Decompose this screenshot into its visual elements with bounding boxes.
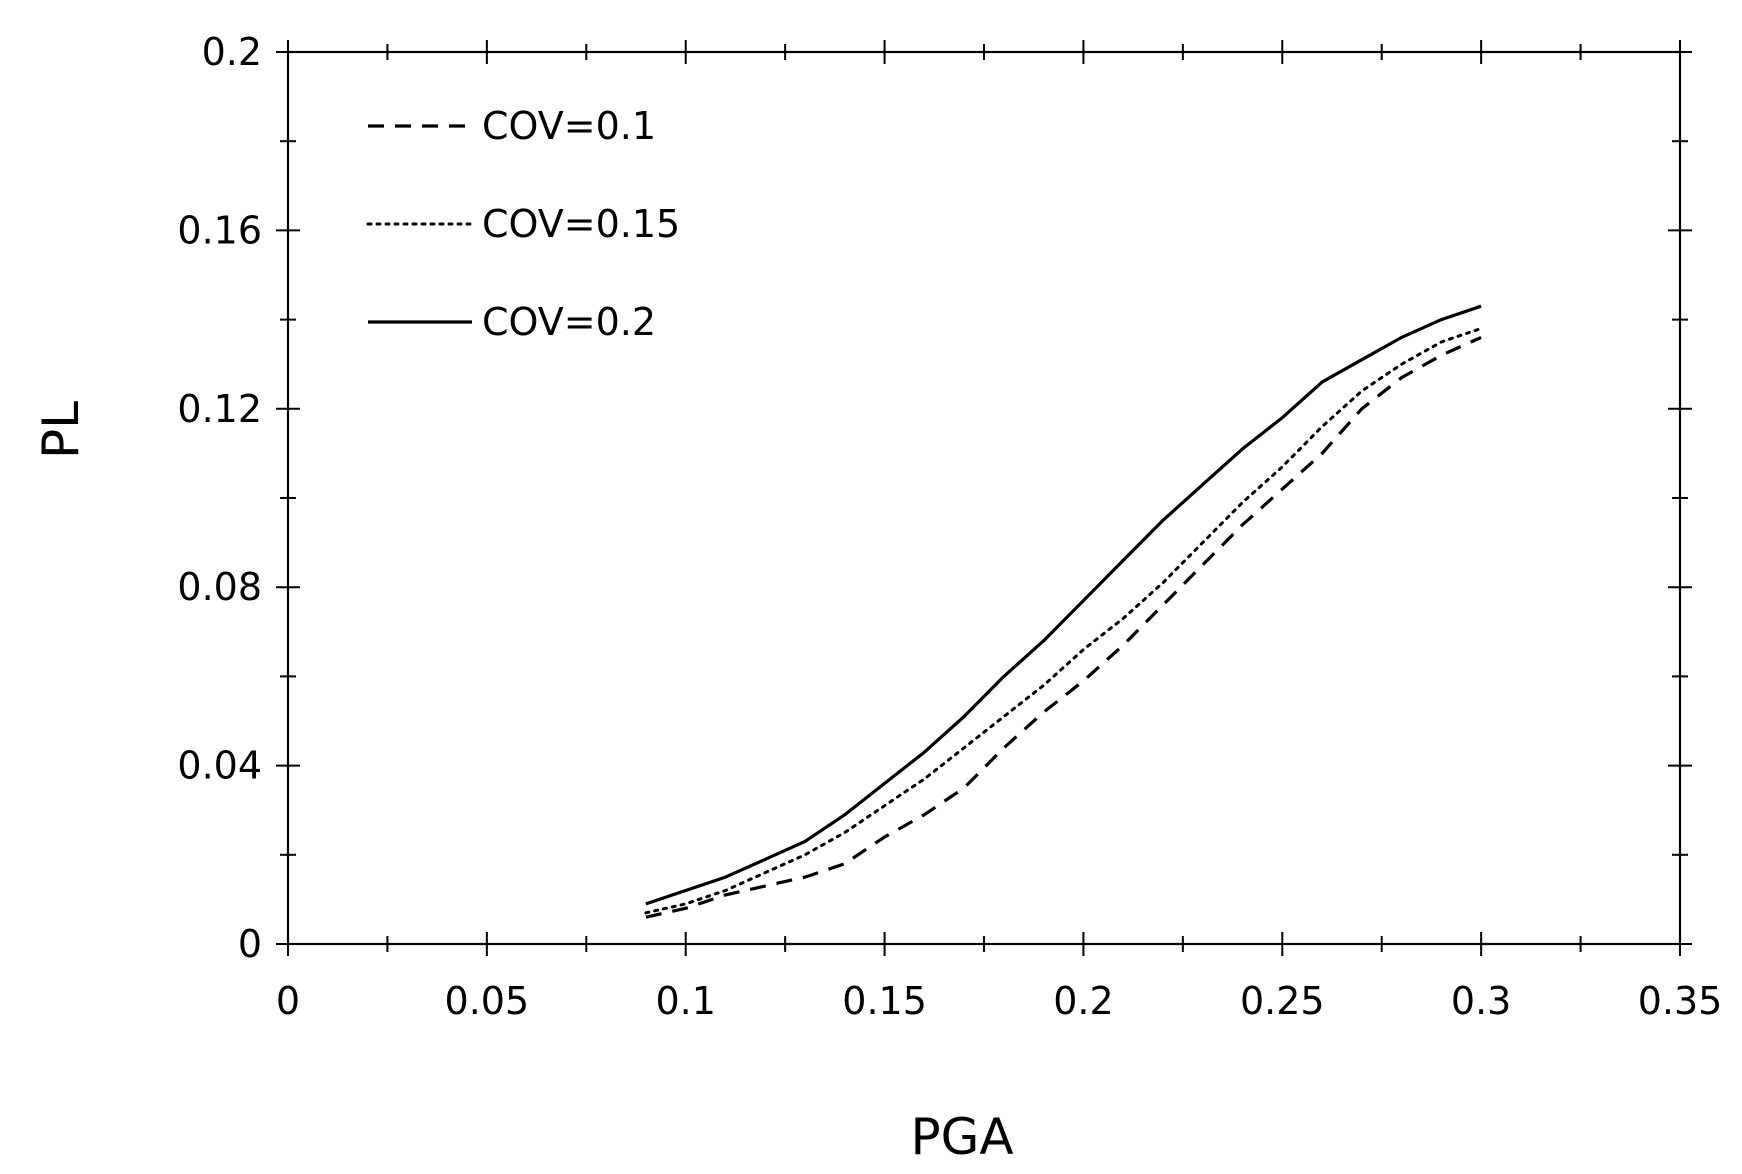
y-tick-label: 0.2 — [202, 30, 262, 74]
x-tick-label: 0 — [276, 979, 300, 1023]
y-tick-label: 0.04 — [177, 744, 262, 788]
series-line-2 — [644, 327, 1483, 915]
y-axis-title: PL — [32, 401, 90, 459]
axis-ticks: 0 0.05 0.1 0.15 0.2 0.25 0.3 0.35 0 0.04 0.08 0.12 0… — [177, 30, 1722, 1023]
legend-label-1: COV=0.1 — [482, 104, 656, 148]
x-tick-label: 0.3 — [1451, 979, 1511, 1023]
y-tick-label: 0.16 — [177, 208, 262, 252]
x-axis-title: PGA — [910, 1108, 1013, 1166]
legend-label-3: COV=0.2 — [482, 300, 656, 344]
y-tick-label: 0.12 — [177, 387, 262, 431]
x-tick-label: 0.25 — [1240, 979, 1325, 1023]
y-tick-label: 0.08 — [177, 565, 262, 609]
series-line-1 — [645, 335, 1482, 919]
x-tick-label: 0.15 — [842, 979, 927, 1023]
series-line-3 — [645, 304, 1482, 906]
plot-frame — [286, 50, 1682, 946]
legend-label-2: COV=0.15 — [482, 202, 680, 246]
x-tick-label: 0.2 — [1053, 979, 1113, 1023]
legend: COV=0.1 COV=0.15 COV=0.2 — [366, 104, 680, 344]
x-tick-label: 0.35 — [1638, 979, 1723, 1023]
x-tick-label: 0.1 — [655, 979, 715, 1023]
plot-area-border — [286, 50, 1682, 946]
y-tick-label: 0 — [238, 922, 262, 966]
series-lines — [644, 304, 1483, 919]
x-tick-label: 0.05 — [445, 979, 530, 1023]
